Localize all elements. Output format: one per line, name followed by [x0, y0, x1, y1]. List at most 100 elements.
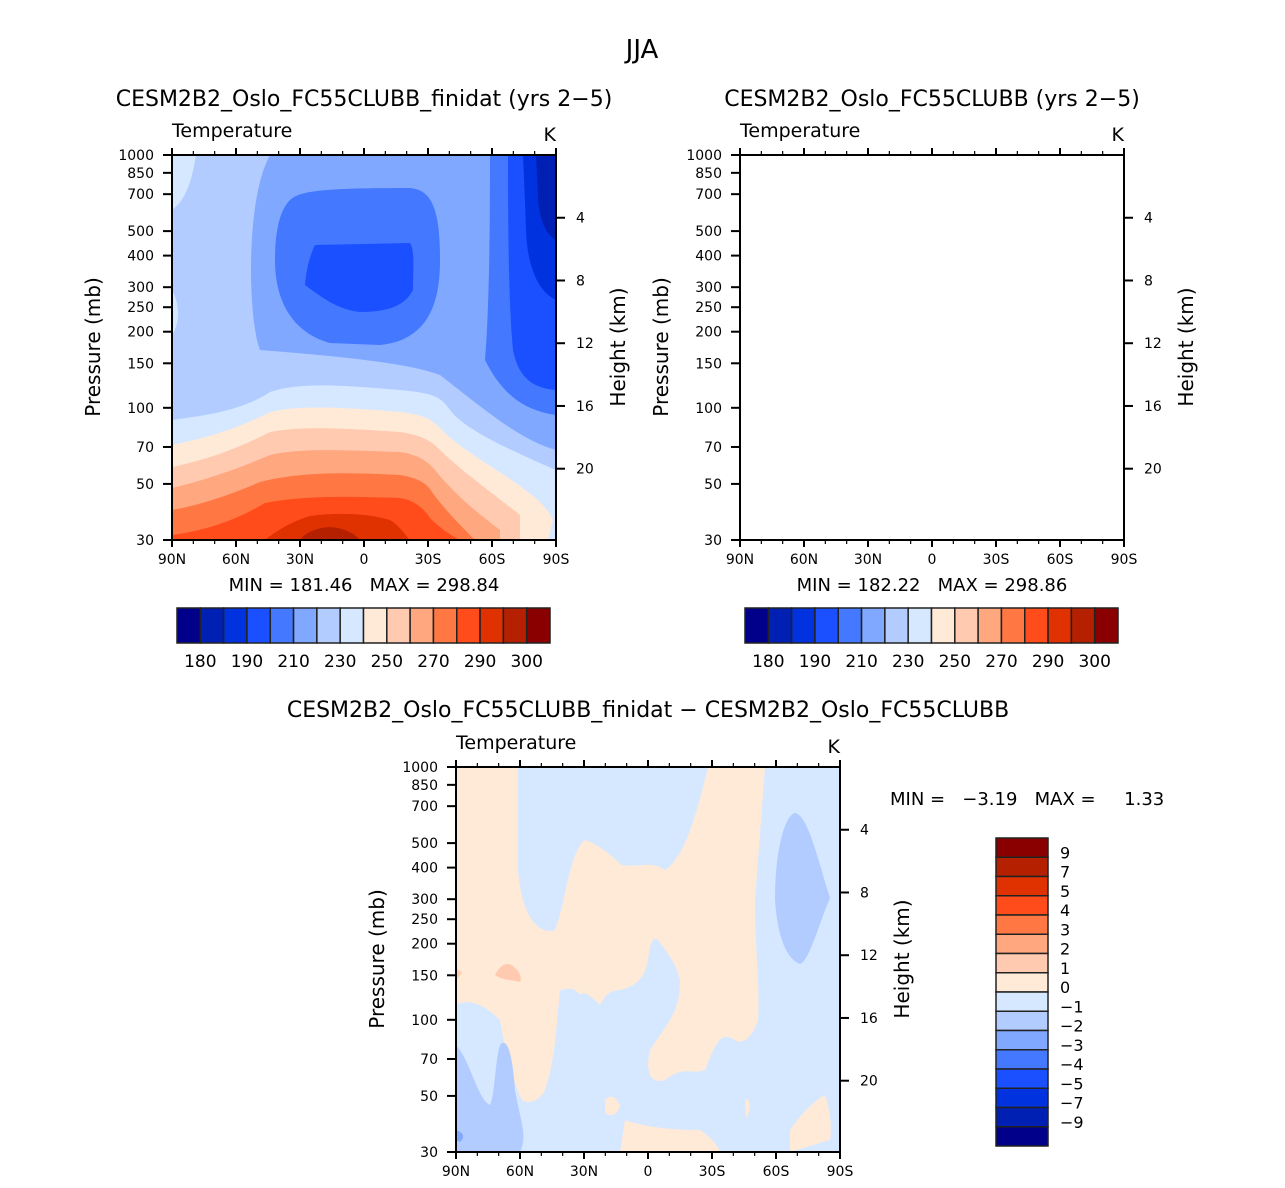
panel-2-colorbar-box: [930, 607, 956, 644]
panel-1-colorbar-box: [292, 607, 318, 644]
panel-diff-variable-label: Temperature: [455, 732, 576, 754]
panel-1-variable-label: Temperature: [171, 120, 292, 142]
contour-band-level-minus2-minus1: [775, 813, 830, 964]
panel-2-colorbar-box: [884, 607, 909, 644]
panel-2-y-tick-label: 400: [695, 249, 722, 265]
panel-diff-colorbar-box: [995, 895, 1049, 916]
panel-diff-y-tick-label: 300: [411, 892, 438, 908]
panel-diff-y-tick-label: 700: [411, 799, 438, 815]
panel-2-colorbar-label: 180: [752, 652, 784, 672]
panel-diff-y-right-tick-label: 4: [860, 823, 869, 839]
panel-2-x-tick-label: 90N: [726, 552, 754, 568]
panel-2-y-tick-label: 250: [695, 300, 722, 316]
panel-2-y-tick-label: 150: [695, 356, 722, 372]
contour-band-level-295: [265, 513, 410, 540]
panel-1-y-tick-label: 700: [127, 187, 154, 203]
panel-2-y-tick-label: 30: [704, 533, 722, 549]
panel-1-colorbar-box: [479, 607, 505, 644]
panel-diff-y-tick-label: 500: [411, 836, 438, 852]
panel-2-colorbar-box: [1047, 607, 1073, 644]
panel-diff-colorbar-label: −3: [1060, 1036, 1084, 1055]
panel-diff-colorbar-label: −2: [1060, 1017, 1084, 1036]
panel-1-y-right-tick-label: 4: [576, 211, 585, 227]
panel-1-y-tick-label: 30: [136, 533, 154, 549]
panel-1-colorbar-box: [176, 607, 202, 644]
panel-diff-colorbar-box: [995, 1049, 1049, 1070]
panel-2-colorbar-box: [814, 607, 839, 644]
contour-band-level-0-1: [620, 1120, 720, 1152]
panel-2-y-tick-label: 200: [695, 325, 722, 341]
panel-2-colorbar-label: 290: [1032, 652, 1064, 672]
panel-diff-y-right-tick-label: 20: [860, 1074, 878, 1090]
panel-diff-colorbar-label: 7: [1060, 863, 1070, 882]
panel-1-colorbar-box: [222, 607, 248, 644]
contour-band-level-240b: [740, 385, 1124, 540]
panel-diff-x-tick-label: 90S: [827, 1164, 854, 1180]
panel-1-y-tick-label: 300: [127, 280, 154, 296]
contour-band-level-185: [1106, 155, 1124, 230]
panel-2-colorbar-box: [977, 607, 1003, 644]
panel-diff-colorbar-box: [995, 875, 1049, 897]
panel-diff-colorbar-box: [995, 1087, 1049, 1109]
contour-band-level-300: [300, 527, 360, 540]
contour-band-level-250: [740, 407, 1121, 540]
contour-band-level-290: [740, 497, 1028, 540]
panel-diff-colorbar-label: 4: [1060, 901, 1070, 920]
panel-1-colorbar-box: [386, 607, 411, 644]
panel-2-y-right-tick-label: 8: [1144, 273, 1153, 289]
panel-diff-colorbar-box: [995, 1068, 1049, 1089]
panel-2: CESM2B2_Oslo_FC55CLUBB (yrs 2−5) Tempera…: [649, 87, 1198, 672]
panel-1-y-tick-label: 150: [127, 356, 154, 372]
panel-2-x-tick-label: 0: [928, 552, 937, 568]
panel-2-y-tick-label: 70: [704, 440, 722, 456]
panel-diff-colorbar-box: [995, 837, 1049, 858]
panel-diff-colorbar-box: [995, 952, 1049, 974]
contour-band-level-230: [740, 155, 1124, 540]
panel-1-y-tick-label: 850: [127, 166, 154, 182]
panel-1-y-right-tick-label: 16: [576, 399, 594, 415]
panel-1-y-right-tick-label: 12: [576, 336, 594, 352]
panel-2-y-tick-label: 1000: [686, 148, 722, 164]
panel-1-colorbar-box: [409, 607, 435, 644]
panel-diff-min-max: MIN = −3.19 MAX = 1.33: [890, 789, 1164, 810]
panel-1-x-tick-label: 0: [360, 552, 369, 568]
panel-1-y-tick-label: 1000: [118, 148, 154, 164]
panel-2-y-tick-label: 500: [695, 224, 722, 240]
panel-1-colorbar-box: [199, 607, 225, 644]
panel-2-y-tick-label: 50: [704, 477, 722, 493]
panel-1-x-tick-label: 60S: [479, 552, 506, 568]
panel-diff-x-tick-label: 60N: [506, 1164, 534, 1180]
contour-band-level-0-1: [456, 767, 765, 1102]
panel-2-y-tick-label: 850: [695, 166, 722, 182]
panel-2-colorbar-box: [790, 607, 816, 644]
panel-2-y-right-tick-label: 4: [1144, 211, 1153, 227]
panel-2-x-tick-label: 60N: [790, 552, 818, 568]
panel-2-colorbar-box: [767, 607, 793, 644]
panel-diff-colorbar-box: [995, 1126, 1049, 1147]
panel-1-colorbar-label: 270: [417, 652, 449, 672]
panel-diff-y-tick-label: 150: [411, 968, 438, 984]
panel-1-y-tick-label: 100: [127, 401, 154, 417]
panel-2-plot-frame: [739, 154, 1125, 541]
panel-diff-x-tick-label: 60S: [763, 1164, 790, 1180]
panel-1-colorbar-label: 180: [184, 652, 216, 672]
panel-1-colorbar-box: [525, 607, 551, 644]
panel-2-y-tick-label: 300: [695, 280, 722, 296]
contour-band-level-1-2: [495, 964, 521, 982]
contour-band-level-300: [868, 527, 928, 540]
panel-1-colorbar-label: 300: [510, 652, 542, 672]
panel-2-x-tick-label: 30N: [854, 552, 882, 568]
contour-band-level-200: [1076, 155, 1124, 390]
panel-1-y-tick-label: 500: [127, 224, 154, 240]
panel-diff-y-tick-label: 200: [411, 937, 438, 953]
contour-band-level-210: [1053, 155, 1124, 415]
panel-1: CESM2B2_Oslo_FC55CLUBB_finidat (yrs 2−5)…: [81, 87, 630, 672]
panel-diff-colorbar-label: −4: [1060, 1055, 1084, 1074]
panel-diff-colorbar-box: [995, 914, 1049, 935]
panel-2-colorbar-box: [744, 607, 770, 644]
panel-1-colorbar-box: [316, 607, 341, 644]
panel-1-colorbar-box: [502, 607, 528, 644]
panel-1-y-axis-title: Pressure (mb): [81, 277, 105, 417]
contour-band-level-minus3-minus2: [456, 1130, 463, 1142]
panel-1-colorbar-label: 190: [231, 652, 263, 672]
